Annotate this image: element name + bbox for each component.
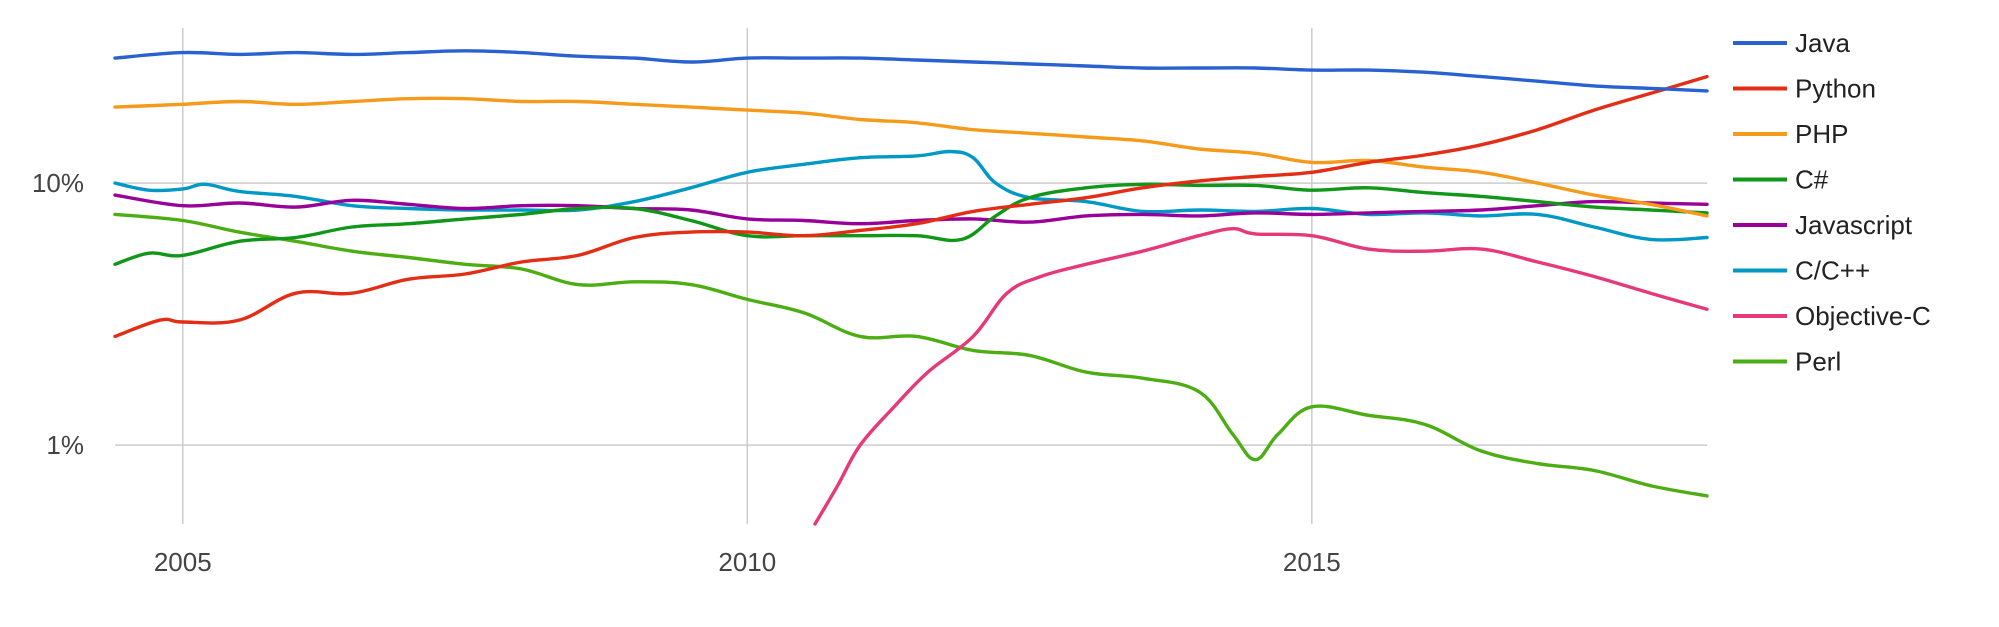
legend-item-perl[interactable]: Perl — [1733, 347, 1841, 377]
legend-label: Objective-C — [1795, 301, 1931, 331]
legend-item-c[interactable]: C# — [1733, 165, 1829, 195]
legend[interactable]: Java Python PHP C# Javascript C/C++ Objective-… — [1733, 28, 1931, 377]
series-line-python — [113, 74, 1709, 339]
legend-label: C# — [1795, 165, 1829, 195]
legend-label: Javascript — [1795, 210, 1913, 240]
legend-item-objective-c[interactable]: Objective-C — [1733, 301, 1931, 331]
legend-label: Perl — [1795, 347, 1841, 377]
axis-tick-labels: 2005 2010 2015 10% 1% — [32, 168, 1341, 577]
series-line-javascript — [113, 193, 1709, 226]
x-tick-label: 2015 — [1283, 547, 1341, 577]
legend-label: C/C++ — [1795, 256, 1870, 286]
legend-item-javascript[interactable]: Javascript — [1733, 210, 1913, 240]
legend-item-python[interactable]: Python — [1733, 74, 1876, 104]
legend-item-php[interactable]: PHP — [1733, 119, 1848, 149]
legend-label: PHP — [1795, 119, 1848, 149]
x-tick-label: 2010 — [718, 547, 776, 577]
series-line-objective-c — [813, 226, 1709, 526]
legend-item-java[interactable]: Java — [1733, 28, 1850, 58]
series-lines — [113, 49, 1709, 526]
series-line-c — [113, 182, 1709, 266]
legend-label: Java — [1795, 28, 1850, 58]
x-tick-label: 2005 — [154, 547, 212, 577]
series-line-perl — [113, 212, 1709, 498]
series-line-php — [113, 96, 1709, 218]
legend-label: Python — [1795, 74, 1876, 104]
y-tick-label: 10% — [32, 168, 84, 198]
legend-item-c-c[interactable]: C/C++ — [1733, 256, 1870, 286]
series-line-java — [113, 49, 1709, 93]
y-tick-label: 1% — [46, 430, 84, 460]
